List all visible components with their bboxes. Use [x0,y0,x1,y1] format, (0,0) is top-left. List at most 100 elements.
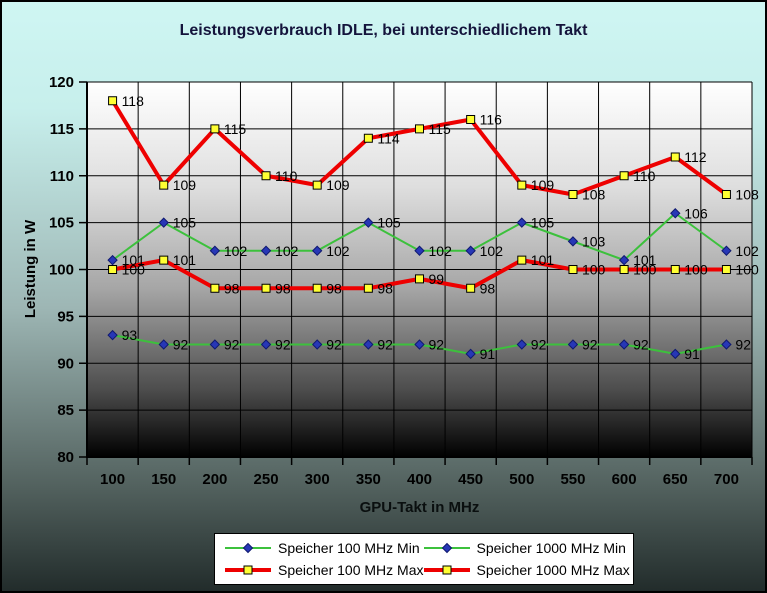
data-label: 92 [429,337,445,353]
data-point-marker [415,274,424,284]
data-label: 93 [122,327,138,343]
data-label: 101 [173,252,197,268]
data-point-marker [159,255,169,265]
x-tick-label: 450 [458,471,483,488]
data-label: 118 [122,93,145,109]
data-point-marker [567,236,579,247]
data-point-marker [158,217,169,228]
data-point-marker [567,339,579,350]
y-tick-label: 110 [50,168,74,185]
data-point-marker [516,217,528,228]
data-point-marker [721,339,732,350]
data-label: 92 [275,337,291,353]
data-label: 109 [326,177,350,193]
legend-item: Speicher 1000 MHz Max [423,562,630,578]
data-point-marker [261,171,271,181]
data-point-marker [618,254,630,266]
data-point-marker [107,329,118,341]
y-tick-label: 100 [49,262,74,279]
data-label: 98 [480,280,496,296]
x-axis-title: GPU-Takt in MHz [359,499,480,516]
y-tick-label: 120 [49,74,74,91]
data-point-marker [312,180,322,190]
legend-glyph [225,542,271,554]
data-point-marker [261,283,271,293]
x-tick-label: 600 [612,471,637,488]
data-label: 108 [735,187,759,203]
data-label: 102 [326,243,350,259]
data-point-marker [108,96,118,106]
x-tick-label: 550 [560,471,585,488]
data-label: 102 [735,243,759,259]
data-point-marker [363,133,373,143]
data-label: 92 [633,337,649,353]
y-axis-title: Leistung in W [22,219,39,319]
data-point-marker [517,180,527,190]
y-tick-label: 115 [50,121,74,138]
data-point-marker [260,339,272,350]
x-tick-label: 400 [407,471,432,488]
data-point-marker [158,339,169,350]
legend-label: Speicher 1000 MHz Min [476,540,626,556]
data-label: 102 [224,243,248,259]
data-label: 91 [480,346,496,362]
data-label: 105 [173,215,197,231]
data-point-marker [414,339,425,350]
chart-title: Leistungsverbrauch IDLE, bei unterschied… [179,22,588,39]
data-label: 105 [531,215,555,231]
data-label: 102 [275,243,299,259]
data-label: 100 [122,262,146,278]
data-point-marker [414,245,425,256]
data-point-marker [721,265,731,274]
legend-glyph [225,565,271,575]
data-point-marker [568,265,578,274]
x-tick-label: 650 [663,471,688,488]
y-tick-label: 90 [57,355,74,372]
data-point-marker [618,339,630,350]
data-point-marker [619,171,629,181]
data-point-marker [363,339,374,350]
data-point-marker [363,283,373,293]
data-label: 100 [633,262,657,278]
data-label: 98 [326,280,342,296]
data-point-marker [670,265,680,274]
data-point-marker [312,283,322,293]
legend-label: Speicher 100 MHz Max [278,562,424,578]
data-point-marker [568,190,578,199]
data-label: 101 [531,252,555,268]
data-label: 100 [684,262,708,278]
y-tick-label: 80 [57,449,74,466]
legend-item: Speicher 1000 MHz Min [423,540,630,556]
data-label: 102 [429,243,453,259]
square-marker-icon [442,565,452,575]
data-point-marker [619,265,629,274]
data-label: 101 [633,252,657,268]
y-tick-label: 85 [57,402,74,419]
data-label: 103 [582,233,606,249]
data-point-marker [415,124,424,134]
x-tick-label: 700 [714,471,739,488]
square-marker-icon [243,565,253,575]
data-point-marker [159,180,169,190]
data-label: 116 [480,112,503,128]
data-point-marker [363,217,374,228]
data-label: 110 [275,168,298,184]
data-label: 106 [684,205,708,221]
data-label: 92 [377,337,393,353]
legend-glyph [423,565,470,575]
y-tick-label: 105 [49,215,74,232]
data-label: 105 [377,215,401,231]
data-label: 110 [633,168,656,184]
data-label: 92 [531,337,547,353]
data-point-marker [210,283,220,293]
data-label: 92 [326,337,342,353]
data-point-marker [670,208,681,219]
data-label: 114 [377,130,400,146]
x-tick-label: 300 [305,471,330,488]
x-tick-label: 250 [254,471,279,488]
x-tick-label: 500 [509,471,534,488]
data-point-marker [465,348,476,360]
data-point-marker [260,245,272,256]
